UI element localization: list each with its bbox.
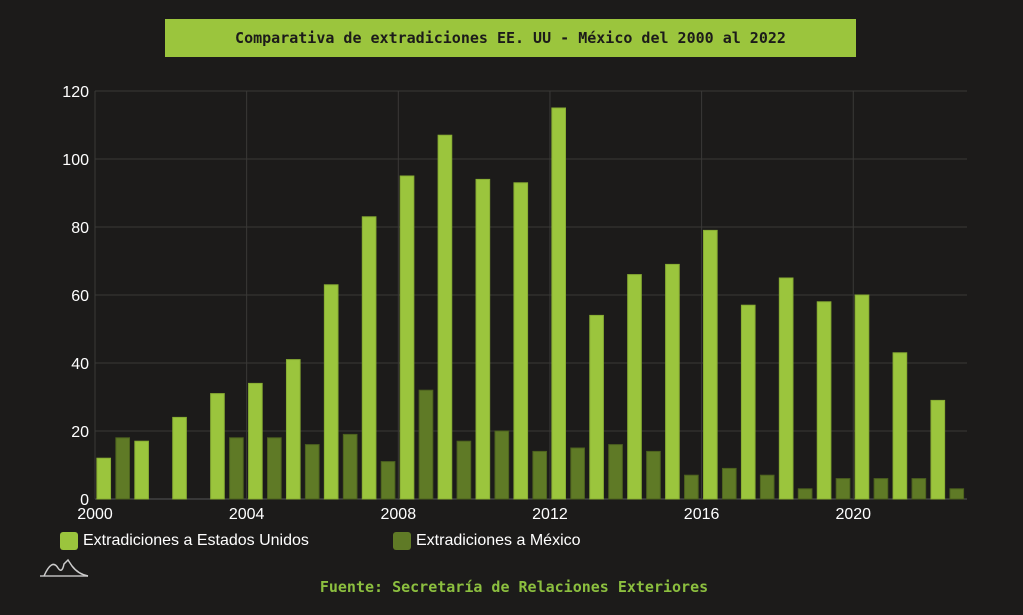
bar-mexico-2021 (911, 478, 927, 500)
bar-mexico-2018 (797, 488, 813, 500)
bar-mexico-2005 (304, 444, 320, 500)
bar-us-2003 (210, 393, 225, 500)
bar-us-2007 (361, 216, 377, 500)
legend-item-us[interactable]: Extradiciones a Estados Unidos (60, 532, 309, 550)
bar-mexico-2014 (646, 450, 661, 500)
bar-us-2012 (551, 107, 567, 500)
bar-mexico-2003 (229, 437, 244, 500)
bar-us-2005 (285, 359, 301, 500)
bar-us-2009 (437, 134, 453, 500)
bar-us-2011 (513, 182, 529, 500)
bar-mexico-2019 (835, 478, 851, 500)
bar-mexico-2011 (532, 450, 548, 500)
bar-us-2004 (248, 382, 263, 500)
bar-mexico-2022 (949, 488, 965, 500)
bar-mexico-2015 (684, 474, 699, 500)
legend-swatch-mexico (393, 532, 411, 550)
bar-us-2014 (627, 274, 642, 500)
chart-title: Comparativa de extradiciones EE. UU - Mé… (165, 19, 856, 57)
legend-label-mexico: Extradiciones a México (416, 532, 581, 549)
bar-mexico-2008 (418, 389, 434, 500)
bar-us-2016 (703, 229, 718, 500)
bar-mexico-2009 (456, 440, 472, 500)
bar-us-2022 (930, 399, 946, 500)
legend-item-mexico[interactable]: Extradiciones a México (393, 532, 581, 550)
bar-mexico-2016 (721, 467, 737, 500)
bar-us-2018 (778, 277, 794, 500)
x-tick-label: 2016 (684, 506, 720, 523)
y-tick-label: 0 (80, 492, 89, 509)
bar-mexico-2000 (115, 437, 131, 500)
bar-us-2019 (816, 301, 832, 500)
bar-mexico-2004 (267, 437, 282, 500)
bar-mexico-2012 (570, 447, 585, 500)
bar-us-2006 (323, 284, 339, 500)
bar-mexico-2017 (759, 474, 775, 500)
bar-mexico-2007 (380, 461, 396, 500)
bar-us-2000 (96, 457, 112, 500)
bar-us-2017 (740, 304, 756, 500)
x-tick-label: 2000 (77, 506, 113, 523)
legend-label-us: Extradiciones a Estados Unidos (83, 532, 309, 549)
bar-mexico-2013 (608, 444, 623, 500)
bar-us-2020 (854, 294, 870, 500)
bar-us-2015 (665, 263, 680, 500)
x-tick-label: 2012 (532, 506, 568, 523)
logo-icon (40, 558, 89, 577)
source-note: Fuente: Secretaría de Relaciones Exterio… (319, 578, 709, 596)
y-tick-label: 120 (62, 84, 89, 101)
y-tick-label: 100 (62, 152, 89, 169)
y-tick-label: 20 (71, 424, 89, 441)
bar-mexico-2006 (342, 433, 358, 500)
y-tick-label: 80 (71, 220, 89, 237)
y-tick-label: 40 (71, 356, 89, 373)
bar-us-2001 (134, 440, 149, 500)
legend-swatch-us (60, 532, 78, 550)
x-tick-label: 2004 (229, 506, 265, 523)
bar-us-2013 (589, 314, 604, 500)
bar-us-2002 (172, 416, 187, 500)
bar-us-2008 (399, 175, 415, 500)
bar-mexico-2010 (494, 430, 510, 500)
x-tick-label: 2008 (381, 506, 417, 523)
bar-us-2010 (475, 178, 491, 500)
bar-us-2021 (892, 352, 908, 500)
bar-mexico-2020 (873, 478, 889, 500)
y-tick-label: 60 (71, 288, 89, 305)
x-tick-label: 2020 (835, 506, 871, 523)
